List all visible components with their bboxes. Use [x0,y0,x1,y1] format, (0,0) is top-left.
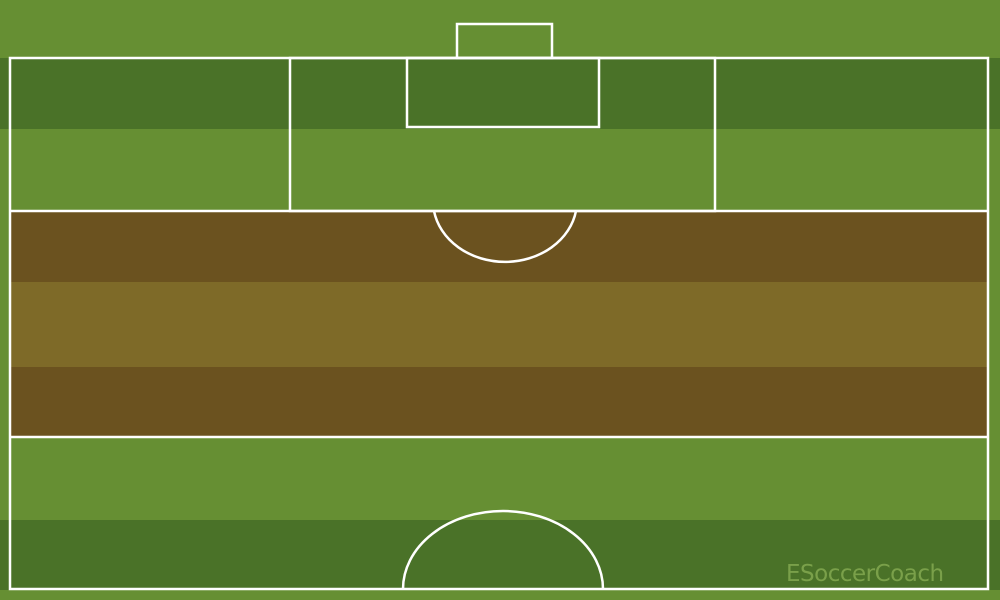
grass-stripe [0,520,1000,590]
grass-stripe [0,129,1000,212]
zone-band-upper [10,211,988,282]
pitch-lines [8,22,990,591]
grass-stripe [0,590,1000,600]
center-circle [401,509,605,590]
grass-stripe [0,0,1000,58]
penalty-arc [432,210,578,264]
highlighted-zone [10,211,988,437]
zone-band-lower [10,367,988,437]
zone-band-middle [10,282,988,367]
grass-stripe [0,437,1000,520]
goal-area [405,56,601,129]
watermark: ESoccerCoach [786,561,944,587]
grass-stripe [0,58,1000,129]
